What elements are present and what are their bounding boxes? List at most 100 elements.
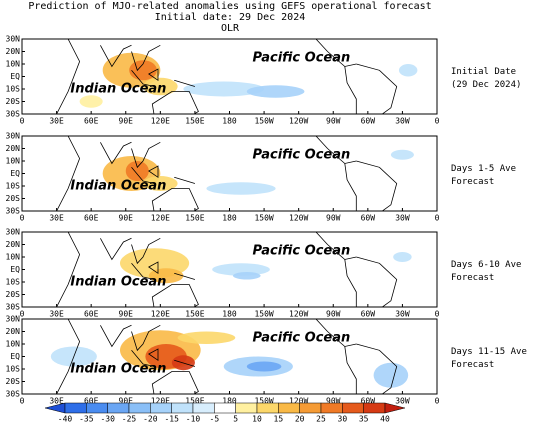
panel-label: Forecast bbox=[451, 273, 494, 283]
lon-label: 0 bbox=[20, 310, 25, 319]
lat-label: 30S bbox=[6, 390, 21, 399]
lat-label: EQ bbox=[10, 72, 20, 81]
lon-label: 60W bbox=[361, 397, 376, 406]
ocean-label: Indian Ocean bbox=[70, 82, 166, 97]
lat-label: 10S bbox=[6, 278, 21, 287]
coastline bbox=[131, 167, 155, 184]
lat-label: 10N bbox=[6, 60, 21, 69]
lat-label: 10N bbox=[6, 340, 21, 349]
anomaly-area bbox=[148, 268, 184, 284]
anomaly-area bbox=[232, 272, 261, 280]
lon-label: 120E bbox=[151, 214, 170, 223]
colorbar-box bbox=[363, 402, 386, 414]
colorbar-label: -35 bbox=[79, 415, 94, 423]
colorbar-label: -15 bbox=[164, 415, 179, 423]
coastline bbox=[22, 39, 81, 114]
ocean-label: Indian Ocean bbox=[70, 362, 166, 377]
anomaly-area bbox=[398, 64, 418, 77]
colorbar-label: -5 bbox=[210, 415, 220, 423]
lat-label: 30S bbox=[6, 303, 21, 312]
coastline bbox=[131, 70, 155, 87]
lon-label: 60E bbox=[84, 214, 99, 223]
panel-label: Days 1-5 Ave bbox=[451, 164, 516, 174]
coastline bbox=[22, 319, 81, 394]
colorbar-label: 20 bbox=[295, 415, 305, 423]
anomaly-area bbox=[79, 95, 103, 108]
panel-label: Forecast bbox=[451, 360, 494, 370]
lon-label: 180 bbox=[222, 117, 237, 126]
colorbar-box bbox=[278, 402, 300, 414]
coastline bbox=[131, 324, 161, 352]
coastline bbox=[174, 359, 196, 367]
colorbar-box bbox=[86, 402, 108, 414]
lon-label: 150W bbox=[254, 214, 273, 223]
anomaly-area bbox=[177, 331, 236, 344]
lon-label: 90E bbox=[119, 214, 134, 223]
colorbar-box bbox=[299, 402, 322, 414]
lat-label: 30N bbox=[6, 35, 21, 44]
lat-label: 20N bbox=[6, 144, 21, 153]
lat-label: 30S bbox=[6, 110, 21, 119]
lat-label: 10N bbox=[6, 157, 21, 166]
lon-label: 90W bbox=[326, 117, 341, 126]
colorbar-label: 15 bbox=[274, 415, 284, 423]
lon-label: 180 bbox=[222, 214, 237, 223]
colorbar-label: -25 bbox=[122, 415, 137, 423]
lon-label: 0 bbox=[435, 310, 440, 319]
lon-label: 30E bbox=[49, 310, 64, 319]
lat-label: 10S bbox=[6, 182, 21, 191]
map-frame bbox=[21, 135, 438, 212]
lon-label: 90E bbox=[119, 117, 134, 126]
coastline bbox=[344, 163, 357, 211]
anomaly-area bbox=[246, 361, 282, 372]
coastline bbox=[151, 91, 199, 114]
lat-label: 20S bbox=[6, 290, 21, 299]
anomaly-area bbox=[390, 149, 414, 160]
colorbar-box bbox=[171, 402, 194, 414]
coastline bbox=[100, 44, 132, 68]
lon-label: 120E bbox=[151, 117, 170, 126]
lon-label: 150E bbox=[185, 117, 204, 126]
coastline bbox=[148, 261, 159, 275]
coastline bbox=[148, 348, 159, 362]
lon-label: 90E bbox=[119, 397, 134, 406]
lon-label: 60E bbox=[84, 397, 99, 406]
coastline bbox=[151, 188, 199, 211]
lat-label: 20S bbox=[6, 377, 21, 386]
coastline bbox=[148, 165, 159, 179]
lat-label: 10S bbox=[6, 365, 21, 374]
colorbar-label: 35 bbox=[359, 415, 369, 423]
anomaly-area bbox=[125, 161, 149, 181]
lon-label: 60W bbox=[361, 310, 376, 319]
coastline bbox=[151, 371, 199, 394]
coastline bbox=[344, 346, 357, 394]
lon-label: 90W bbox=[326, 310, 341, 319]
colorbar-label: -40 bbox=[58, 415, 73, 423]
lon-label: 60E bbox=[84, 310, 99, 319]
coastline bbox=[174, 79, 196, 87]
anomaly-area bbox=[143, 176, 178, 191]
coastline bbox=[174, 272, 196, 280]
lon-label: 30W bbox=[395, 310, 410, 319]
map-field bbox=[22, 319, 409, 394]
anomaly-area bbox=[143, 77, 178, 96]
anomaly-area bbox=[373, 362, 409, 388]
lon-label: 90W bbox=[326, 214, 341, 223]
lat-label: 20S bbox=[6, 194, 21, 203]
coastline bbox=[174, 176, 196, 184]
anomaly-area bbox=[212, 263, 270, 276]
coastline bbox=[344, 66, 357, 114]
colorbar-label: 5 bbox=[233, 415, 238, 423]
lat-label: 30S bbox=[6, 207, 21, 216]
colorbar-box bbox=[128, 402, 151, 414]
ocean-label: Indian Ocean bbox=[70, 179, 166, 194]
map-field bbox=[22, 39, 418, 114]
lat-label: EQ bbox=[10, 265, 20, 274]
lon-label: 150E bbox=[185, 397, 204, 406]
colorbar-label: -30 bbox=[100, 415, 115, 423]
lon-label: 60W bbox=[361, 214, 376, 223]
lat-label: EQ bbox=[10, 169, 20, 178]
coastline bbox=[148, 68, 159, 82]
